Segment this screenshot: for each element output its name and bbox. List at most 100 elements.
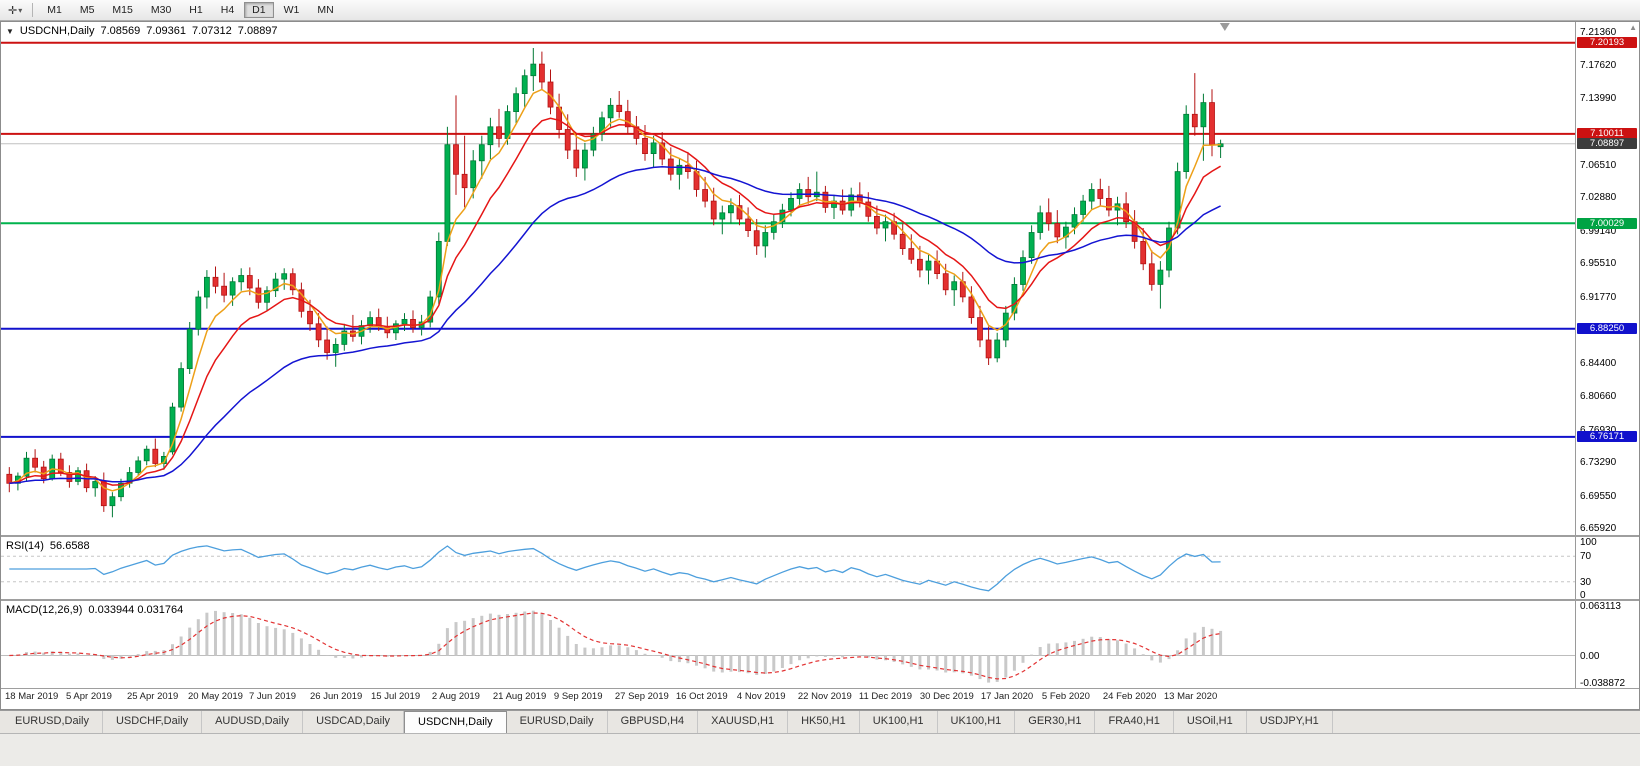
- rsi-label: RSI(14): [6, 540, 44, 552]
- ohlc-low-value: 7.07312: [192, 25, 232, 37]
- macd-axis[interactable]: 0.063113 0.00 -0.038872: [1575, 601, 1639, 689]
- time-axis-label: 13 Mar 2020: [1163, 691, 1218, 702]
- rsi-axis-label: 0: [1580, 590, 1586, 601]
- price-axis-label: 7.21360: [1580, 26, 1617, 38]
- price-badge: 6.88250: [1577, 323, 1637, 335]
- macd-axis-label: 0.00: [1580, 650, 1600, 662]
- timeframe-button-w1[interactable]: W1: [276, 2, 308, 18]
- time-axis[interactable]: 18 Mar 2019 5 Apr 2019 25 Apr 2019 20 May 2…: [1, 689, 1639, 704]
- timeframe-button-h1[interactable]: H1: [181, 2, 210, 18]
- macd-axis-label: -0.038872: [1580, 678, 1626, 689]
- price-axis-label: 6.80660: [1580, 391, 1617, 403]
- time-axis-label: 4 Nov 2019: [736, 691, 786, 702]
- timeframe-button-group: M1 M5 M15 M30 H1 H4 D1 W1 MN: [38, 2, 342, 18]
- chart-window: ▼ USDCNH,Daily 7.08569 7.09361 7.07312 7…: [0, 21, 1640, 710]
- chevron-down-icon: ▾: [18, 5, 23, 15]
- time-axis-label: 27 Sep 2019: [614, 691, 669, 702]
- timeframe-toolbar: ✛ ▾ M1 M5 M15 M30 H1 H4 D1 W1 MN: [0, 0, 1640, 21]
- price-axis-label: 6.73290: [1580, 457, 1617, 469]
- ohlc-open-value: 7.08569: [100, 25, 141, 37]
- time-axis-label: 5 Apr 2019: [66, 691, 112, 702]
- timeframe-button-m30[interactable]: M30: [143, 2, 179, 18]
- chart-tab-eurusd-daily[interactable]: EURUSD,Daily: [507, 711, 608, 733]
- time-axis-label: 22 Nov 2019: [797, 691, 852, 702]
- macd-values: 0.033944 0.031764: [88, 604, 184, 616]
- time-axis-label: 25 Apr 2019: [127, 691, 179, 702]
- rsi-header: RSI(14) 56.6588: [6, 540, 90, 552]
- chart-tab-xauusd-h1[interactable]: XAUUSD,H1: [698, 711, 789, 733]
- price-axis-label: 6.84400: [1580, 357, 1617, 369]
- chart-tab-usdchf-daily[interactable]: USDCHF,Daily: [103, 711, 203, 733]
- chart-tab-uk100-h1[interactable]: UK100,H1: [938, 711, 1016, 733]
- price-axis-label: 7.06510: [1580, 159, 1617, 171]
- timeframe-button-h4[interactable]: H4: [213, 2, 242, 18]
- chart-tab-audusd-daily[interactable]: AUDUSD,Daily: [202, 711, 304, 733]
- time-axis-label: 20 May 2019: [188, 691, 243, 702]
- ohlc-high-value: 7.09361: [146, 25, 187, 37]
- price-axis-label: 6.65920: [1580, 523, 1617, 535]
- macd-chart-canvas[interactable]: [1, 601, 1575, 689]
- macd-pane[interactable]: MACD(12,26,9) 0.033944 0.031764 0.063113…: [1, 601, 1639, 689]
- price-axis-label: 6.76930: [1580, 424, 1617, 436]
- time-axis-label: 21 Aug 2019: [492, 691, 547, 702]
- timeframe-button-mn[interactable]: MN: [309, 2, 341, 18]
- price-badge: 7.00029: [1577, 217, 1637, 229]
- chart-dropdown-icon[interactable]: ▼: [6, 26, 14, 36]
- price-axis-label: 7.13990: [1580, 92, 1617, 104]
- chart-tab-usoil-h1[interactable]: USOil,H1: [1174, 711, 1247, 733]
- time-axis-label: 30 Dec 2019: [919, 691, 974, 702]
- macd-header: MACD(12,26,9) 0.033944 0.031764: [6, 604, 183, 616]
- time-axis-label: 9 Sep 2019: [553, 691, 603, 702]
- macd-axis-label: 0.063113: [1580, 601, 1621, 612]
- chart-symbol-label: USDCNH,Daily: [19, 25, 95, 37]
- timeframe-button-m1[interactable]: M1: [39, 2, 70, 18]
- time-axis-label: 24 Feb 2020: [1102, 691, 1157, 702]
- toolbar-separator: [32, 3, 34, 17]
- time-axis-label: 7 Jun 2019: [249, 691, 297, 702]
- rsi-value: 56.6588: [49, 540, 90, 552]
- price-badge: 6.76171: [1577, 431, 1637, 443]
- time-axis-label: 16 Oct 2019: [675, 691, 728, 702]
- timeframe-button-m5[interactable]: M5: [72, 2, 103, 18]
- chart-tab-uk100-h1[interactable]: UK100,H1: [860, 711, 938, 733]
- chart-tab-eurusd-daily[interactable]: EURUSD,Daily: [2, 711, 103, 733]
- candlestick-chart-canvas[interactable]: [1, 22, 1575, 537]
- timeframe-button-m15[interactable]: M15: [104, 2, 140, 18]
- price-axis-label: 6.69550: [1580, 490, 1617, 502]
- price-badge: 7.08897: [1577, 138, 1637, 150]
- scroll-up-icon[interactable]: ▲: [1629, 23, 1637, 32]
- time-axis-label: 5 Feb 2020: [1041, 691, 1090, 702]
- time-axis-label: 26 Jun 2019: [310, 691, 363, 702]
- rsi-chart-canvas[interactable]: [1, 537, 1575, 601]
- crosshair-tool-button[interactable]: ✛ ▾: [3, 2, 27, 19]
- price-axis-label: 7.17620: [1580, 60, 1617, 72]
- chart-tab-usdcnh-daily[interactable]: USDCNH,Daily: [404, 711, 507, 733]
- status-bar: [0, 733, 1640, 766]
- price-axis-label: 7.02880: [1580, 192, 1617, 204]
- crosshair-icon: ✛: [8, 4, 18, 17]
- chart-tab-gbpusd-h4[interactable]: GBPUSD,H4: [608, 711, 699, 733]
- chart-tab-usdcad-daily[interactable]: USDCAD,Daily: [303, 711, 405, 733]
- chart-tab-fra40-h1[interactable]: FRA40,H1: [1095, 711, 1174, 733]
- price-axis[interactable]: ▲ 7.21360 7.17620 7.13990 7.06510 7.02880 6.9…: [1575, 22, 1639, 535]
- chart-tab-ger30-h1[interactable]: GER30,H1: [1015, 711, 1096, 733]
- rsi-axis-label: 100: [1580, 537, 1597, 548]
- chart-tab-usdjpy-h1[interactable]: USDJPY,H1: [1247, 711, 1333, 733]
- price-axis-label: 6.95510: [1580, 258, 1617, 270]
- ohlc-close-value: 7.08897: [237, 25, 278, 37]
- rsi-axis-label: 70: [1580, 551, 1592, 563]
- timeframe-button-d1[interactable]: D1: [244, 2, 274, 18]
- chart-tab-hk50-h1[interactable]: HK50,H1: [788, 711, 860, 733]
- chart-tabs-bar: EURUSD,Daily USDCHF,Daily AUDUSD,Daily USDC…: [0, 710, 1640, 733]
- rsi-pane[interactable]: RSI(14) 56.6588 100 70 30 0: [1, 537, 1639, 601]
- chart-ohlc-header: ▼ USDCNH,Daily 7.08569 7.09361 7.07312 7…: [6, 25, 278, 37]
- time-axis-label: 17 Jan 2020: [980, 691, 1034, 702]
- rsi-axis[interactable]: 100 70 30 0: [1575, 537, 1639, 601]
- time-axis-label: 2 Aug 2019: [431, 691, 480, 702]
- macd-label: MACD(12,26,9): [6, 604, 83, 616]
- price-badge: 7.10011: [1577, 128, 1637, 140]
- price-axis-label: 6.91770: [1580, 291, 1617, 303]
- main-chart-pane[interactable]: ▼ USDCNH,Daily 7.08569 7.09361 7.07312 7…: [1, 22, 1639, 537]
- price-axis-label: 6.99140: [1580, 225, 1617, 237]
